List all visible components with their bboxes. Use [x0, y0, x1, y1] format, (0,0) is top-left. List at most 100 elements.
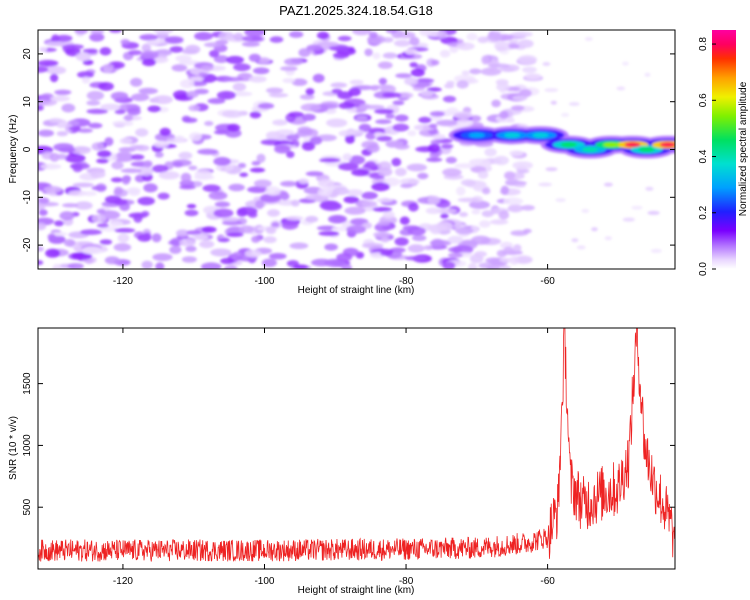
heatmap-noise-blob: [512, 95, 528, 101]
heatmap-noise-blob: [178, 60, 201, 66]
heatmap-noise-blob: [404, 48, 418, 55]
heatmap-noise-blob: [571, 238, 579, 243]
heatmap-noise-blob: [155, 262, 165, 269]
heatmap-noise-blob: [309, 136, 323, 145]
heatmap-noise-blob: [284, 58, 303, 66]
heatmap-noise-blob: [385, 30, 398, 34]
heatmap-noise-blob: [174, 135, 185, 143]
heatmap-noise-blob: [446, 107, 459, 114]
heatmap-noise-blob: [207, 98, 226, 104]
heatmap-noise-blob: [456, 80, 469, 89]
heatmap-noise-blob: [248, 53, 261, 62]
heatmap-noise-blob: [514, 183, 526, 188]
heatmap-noise-blob: [141, 58, 157, 67]
heatmap-noise-blob: [38, 260, 44, 266]
heatmap-noise-blob: [430, 59, 440, 66]
heatmap-noise-blob: [456, 186, 466, 196]
heatmap-noise-blob: [281, 220, 299, 230]
heatmap-noise-blob: [181, 256, 197, 263]
heatmap-noise-blob: [365, 132, 377, 140]
heatmap-noise-blob: [289, 242, 309, 250]
heatmap-noise-blob: [550, 100, 557, 105]
heatmap-noise-blob: [392, 100, 405, 106]
heatmap-noise-blob: [404, 255, 426, 261]
heatmap-noise-blob: [188, 165, 198, 171]
heatmap-noise-blob: [38, 246, 44, 252]
heatmap-noise-blob: [430, 238, 445, 248]
heatmap-noise-blob: [46, 41, 68, 47]
heatmap-noise-blob: [395, 73, 412, 79]
heatmap-noise-blob: [68, 190, 88, 197]
heatmap-noise-blob: [404, 77, 419, 86]
x-tick-label: -60: [540, 276, 555, 287]
snr-panel: -120 -100 -80 -60 500 1000 1500 Height of str…: [8, 327, 676, 596]
heatmap-noise-blob: [271, 221, 280, 228]
heatmap-noise-blob: [113, 186, 124, 195]
heatmap-noise-blob: [123, 114, 134, 122]
heatmap-noise-blob: [100, 103, 121, 111]
heatmap-noise-blob: [417, 172, 429, 180]
heatmap-noise-blob: [439, 49, 451, 58]
heatmap-noise-blob: [54, 220, 64, 227]
heatmap-noise-blob: [200, 65, 214, 71]
heatmap-noise-blob: [98, 82, 114, 91]
heatmap-noise-blob: [179, 185, 196, 190]
heatmap-noise-blob: [186, 204, 197, 209]
heatmap-noise-blob: [67, 263, 84, 269]
heatmap-noise-blob: [77, 71, 94, 79]
heatmap-noise-blob: [141, 260, 153, 269]
heatmap-noise-blob: [247, 186, 269, 194]
heatmap-noise-blob: [555, 198, 566, 203]
heatmap-noise-blob: [81, 246, 103, 255]
heatmap-noise-blob: [38, 222, 47, 231]
heatmap-noise-blob: [184, 209, 199, 217]
heatmap-noise-blob: [54, 89, 72, 96]
heatmap-noise-blob: [143, 183, 158, 193]
heatmap-noise-blob: [326, 118, 348, 128]
snr-series-line: [38, 328, 675, 562]
heatmap-noise-blob: [460, 179, 476, 187]
heatmap-noise-blob: [368, 127, 386, 134]
heatmap-noise-blob: [382, 52, 398, 59]
heatmap-noise-blob: [328, 45, 351, 51]
heatmap-noise-blob: [142, 232, 152, 242]
heatmap-noise-blob: [239, 172, 249, 178]
heatmap-noise-blob: [436, 208, 457, 214]
heatmap-noise-blob: [109, 220, 124, 227]
heatmap-noise-blob: [418, 116, 432, 124]
heatmap-noise-blob: [117, 233, 130, 243]
heatmap-noise-blob: [366, 143, 380, 153]
heatmap-noise-blob: [114, 228, 136, 233]
heatmap-noise-blob: [172, 161, 184, 168]
heatmap-noise-blob: [488, 63, 510, 69]
heatmap-noise-blob: [331, 88, 343, 94]
heatmap-noise-blob: [454, 119, 473, 128]
signal-band-peak: [624, 142, 641, 148]
heatmap-noise-blob: [484, 147, 497, 157]
heatmap-noise-blob: [130, 154, 145, 160]
heatmap-noise-blob: [280, 180, 298, 187]
heatmap-noise-blob: [74, 146, 91, 152]
heatmap-noise-blob: [496, 83, 510, 91]
heatmap-noise-blob: [244, 30, 266, 37]
heatmap-noise-blob: [179, 79, 195, 89]
heatmap-noise-blob: [371, 182, 390, 192]
heatmap-noise-blob: [503, 197, 524, 205]
heatmap-noise-blob: [289, 31, 304, 38]
heatmap-noise-blob: [393, 39, 411, 47]
heatmap-noise-blob: [71, 252, 93, 261]
x-tick-label: -120: [113, 276, 133, 287]
heatmap-noise-blob: [255, 199, 265, 210]
heatmap-noise-blob: [324, 243, 338, 251]
heatmap-noise-blob: [402, 225, 421, 230]
heatmap-noise-blob: [286, 215, 304, 221]
heatmap-noise-blob: [137, 196, 155, 206]
heatmap-noise-blob: [622, 61, 629, 66]
heatmap-noise-blob: [427, 195, 441, 205]
heatmap-noise-blob: [157, 192, 170, 200]
heatmap-noise-blob: [338, 162, 359, 171]
y-tick-label: 10: [22, 96, 33, 108]
heatmap-noise-blob: [152, 253, 173, 261]
heatmap-noise-blob: [332, 52, 350, 59]
heatmap-noise-blob: [75, 52, 91, 62]
